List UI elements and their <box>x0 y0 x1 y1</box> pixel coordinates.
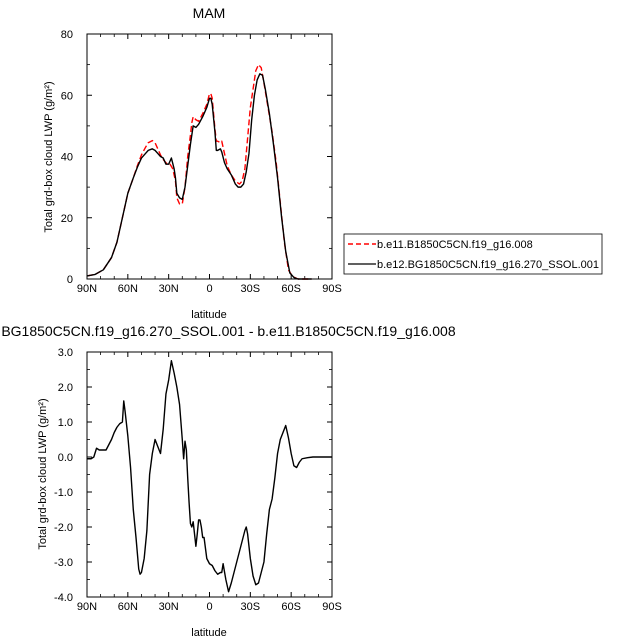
legend-label-series-2: b.e12.BG1850C5CN.f19_g16.270_SSOL.001 <box>377 259 599 271</box>
top-chart-x-tick-label: 90N <box>77 283 97 295</box>
top-chart-ticks: 90N 60N 30N 0 30S 60S 90S 0 20 40 60 80 <box>61 29 342 295</box>
top-chart-x-tick-label: 90S <box>322 283 342 295</box>
top-chart-title: MAM <box>193 5 226 21</box>
top-chart-y-tick-label: 0 <box>67 274 73 286</box>
bottom-chart-series-1-line <box>87 360 332 593</box>
top-chart-frame <box>86 33 333 280</box>
top-chart-x-tick-label: 0 <box>206 283 212 295</box>
top-chart-y-tick-label: 40 <box>61 152 73 164</box>
top-chart-x-tick-label: 30S <box>241 283 261 295</box>
bottom-chart-x-tick-label: 60S <box>281 601 301 613</box>
legend-label-series-1: b.e11.B1850C5CN.f19_g16.008 <box>377 239 533 251</box>
top-chart-x-axis-label: latitude <box>191 309 226 321</box>
bottom-chart-title: b.e12.BG1850C5CN.f19_g16.270_SSOL.001 - … <box>0 323 456 339</box>
bottom-chart-x-tick-label: 90N <box>77 601 97 613</box>
bottom-chart-x-tick-label: 30N <box>159 601 179 613</box>
bottom-chart: b.e12.BG1850C5CN.f19_g16.270_SSOL.001 - … <box>0 323 456 639</box>
bottom-chart-y-tick-label: 0.0 <box>58 452 73 464</box>
top-chart-series-2-line <box>86 73 312 280</box>
bottom-chart-y-tick-label: 3.0 <box>58 347 73 359</box>
bottom-chart-y-tick-label: -1.0 <box>54 487 73 499</box>
bottom-chart-x-axis-label: latitude <box>191 627 226 639</box>
bottom-chart-y-axis-label: Total grd-box cloud LWP (g/m²) <box>37 398 49 549</box>
top-chart-y-tick-label: 20 <box>61 213 73 225</box>
bottom-chart-y-tick-label: 2.0 <box>58 382 73 394</box>
bottom-chart-x-tick-label: 30S <box>241 601 261 613</box>
top-chart-series <box>86 63 312 280</box>
top-chart-y-tick-label: 60 <box>61 90 73 102</box>
bottom-chart-y-tick-label: -3.0 <box>54 557 73 569</box>
bottom-chart-frame <box>86 351 333 598</box>
bottom-chart-y-tick-label: 1.0 <box>58 417 73 429</box>
bottom-chart-ticks: 90N 60N 30N 0 30S 60S 90S -4.0 -3.0 -2.0 -1.0 0.0 1.… <box>54 347 342 613</box>
legend-box <box>343 233 603 275</box>
bottom-chart-x-tick-label: 60N <box>118 601 138 613</box>
top-chart-y-tick-label: 80 <box>61 29 73 41</box>
top-chart-y-axis-label: Total grd-box cloud LWP (g/m²) <box>43 81 55 232</box>
top-chart-x-tick-label: 60N <box>118 283 138 295</box>
bottom-chart-y-tick-label: -2.0 <box>54 522 73 534</box>
top-chart-x-tick-label: 30N <box>159 283 179 295</box>
top-chart-series-1-line <box>86 63 312 280</box>
top-chart-x-tick-label: 60S <box>281 283 301 295</box>
bottom-chart-x-tick-label: 0 <box>206 601 212 613</box>
bottom-chart-x-tick-label: 90S <box>322 601 342 613</box>
legend: b.e11.B1850C5CN.f19_g16.008 b.e12.BG1850… <box>343 233 603 275</box>
bottom-chart-series <box>87 360 332 593</box>
bottom-chart-y-tick-label: -4.0 <box>54 592 73 604</box>
top-chart: MAM latitude Total grd-box cloud LWP (g/… <box>43 5 342 321</box>
